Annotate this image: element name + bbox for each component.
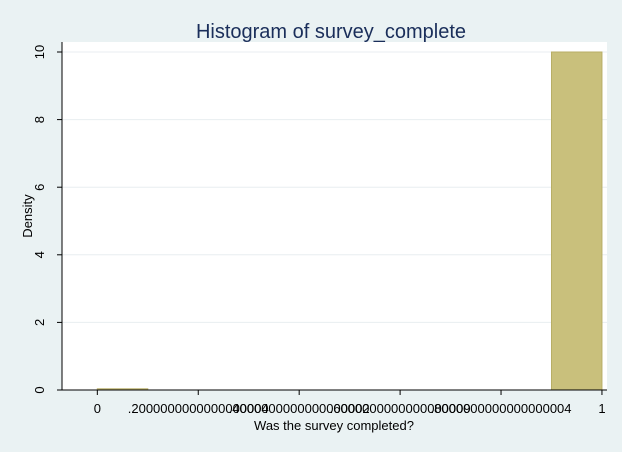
- x-tick-label: 1: [598, 401, 605, 416]
- x-tick-label: .8000000000000000004: [431, 401, 572, 416]
- y-ticks: 0 2 4 6 8 10: [32, 45, 62, 394]
- x-tick-label: .4000000000000000002: [229, 401, 370, 416]
- x-axis-label: Was the survey completed?: [254, 418, 414, 433]
- x-tick-label: .2000000000000000004: [128, 401, 269, 416]
- gridlines: [62, 51, 607, 323]
- y-tick-label: 4: [32, 251, 47, 258]
- y-tick-label: 0: [32, 386, 47, 393]
- chart-title: Histogram of survey_complete: [196, 21, 466, 43]
- bars: [96, 51, 603, 391]
- histogram-bar: [550, 51, 603, 391]
- x-ticks: 0 .2000000000000000004.400000000000000000…: [94, 390, 606, 416]
- plot-area: [62, 42, 607, 390]
- y-tick-label: 8: [32, 116, 47, 123]
- x-tick-label: .6000000000000000009: [330, 401, 471, 416]
- y-tick-label: 10: [32, 45, 47, 59]
- x-tick-label: 0: [94, 401, 101, 416]
- y-axis-label: Density: [20, 194, 35, 238]
- y-tick-label: 6: [32, 184, 47, 191]
- y-tick-label: 2: [32, 319, 47, 326]
